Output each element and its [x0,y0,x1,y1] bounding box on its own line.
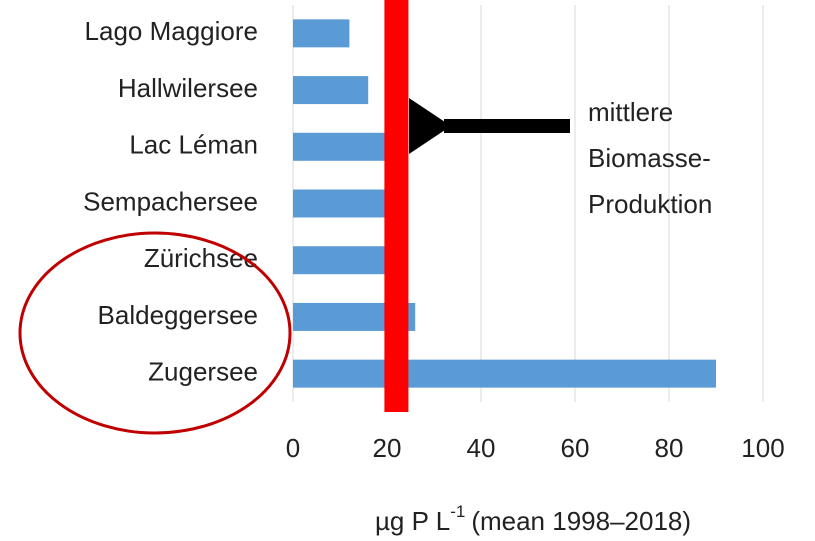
x-tick-label: 40 [467,433,496,463]
bar [293,189,387,218]
category-label: Zugersee [148,357,258,387]
annotation-text: Biomasse- [588,143,711,173]
x-tick-label: 60 [561,433,590,463]
bar [293,359,716,388]
bar [293,246,387,275]
bar [293,132,387,161]
x-tick-label: 80 [655,433,684,463]
annotation-text: Produktion [588,189,712,219]
category-label: Baldeggersee [98,300,258,330]
category-label: Lago Maggiore [85,16,258,46]
x-tick-label: 100 [741,433,784,463]
category-label: Lac Léman [129,130,258,160]
bar [293,19,350,48]
x-tick-label: 20 [373,433,402,463]
x-tick-label: 0 [286,433,300,463]
bar [293,76,369,105]
x-axis-label: µg P L-1 (mean 1998–2018) [375,502,691,535]
category-label: Sempachersee [83,186,258,216]
highlight-circle [18,231,292,435]
category-label: Zürichsee [144,243,258,273]
category-label: Hallwilersee [118,73,258,103]
reference-line [384,0,409,412]
annotation-text: mittlere [588,97,673,127]
